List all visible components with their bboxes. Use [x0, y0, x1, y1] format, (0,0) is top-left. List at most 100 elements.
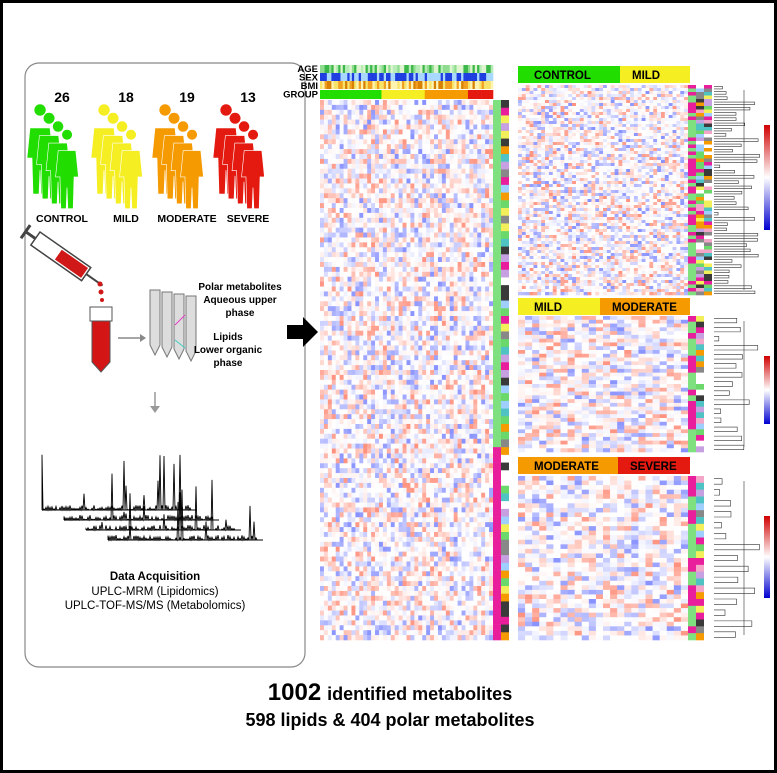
heatmap-cell	[340, 188, 344, 193]
heatmap-cell	[450, 223, 454, 228]
heatmap-cell	[395, 149, 399, 154]
heatmap-cell	[469, 429, 473, 434]
heatmap-cell	[446, 566, 450, 571]
heatmap-cell	[340, 375, 344, 380]
heatmap-cell	[438, 395, 442, 400]
heatmap-cell	[320, 439, 324, 444]
heatmap-cell	[481, 434, 485, 439]
heatmap-cell	[399, 532, 403, 537]
heatmap-cell	[363, 331, 367, 336]
heatmap-cell	[434, 149, 438, 154]
heatmap-cell	[379, 365, 383, 370]
group-cell	[386, 90, 389, 99]
heatmap-cell	[387, 404, 391, 409]
heatmap-cell	[348, 596, 352, 601]
heatmap-cell	[462, 179, 466, 184]
heatmap-cell	[383, 164, 387, 169]
heatmap-cell	[336, 282, 340, 287]
heatmap-cell	[320, 449, 324, 454]
heatmap-cell	[375, 434, 379, 439]
heatmap-cell	[355, 110, 359, 115]
heatmap-cell	[324, 601, 328, 606]
heatmap-cell	[375, 576, 379, 581]
heatmap-cell	[438, 149, 442, 154]
heatmap-cell	[473, 557, 477, 562]
heatmap-cell	[446, 522, 450, 527]
heatmap-cell	[438, 552, 442, 557]
heatmap-cell	[422, 105, 426, 110]
heatmap-cell	[414, 390, 418, 395]
heatmap-cell	[328, 453, 332, 458]
heatmap-cell	[320, 237, 324, 242]
heatmap-cell	[379, 395, 383, 400]
heatmap-cell	[332, 444, 336, 449]
heatmap-cell	[469, 449, 473, 454]
heatmap-cell	[426, 277, 430, 282]
group-cell	[402, 90, 405, 99]
heatmap-cell	[348, 115, 352, 120]
heatmap-cell	[418, 228, 422, 233]
heatmap-cell	[450, 370, 454, 375]
heatmap-cell	[348, 498, 352, 503]
heatmap-cell	[340, 566, 344, 571]
heatmap-cell	[371, 326, 375, 331]
heatmap-cell	[465, 404, 469, 409]
heatmap-cell	[328, 144, 332, 149]
heatmap-cell	[465, 537, 469, 542]
heatmap-cell	[395, 463, 399, 468]
heatmap-cell	[359, 183, 363, 188]
group-cell	[331, 90, 334, 99]
heatmap-cell	[418, 409, 422, 414]
heatmap-cell	[418, 355, 422, 360]
heatmap-cell	[371, 144, 375, 149]
heatmap-cell	[379, 321, 383, 326]
heatmap-cell	[403, 233, 407, 238]
heatmap-cell	[410, 581, 414, 586]
heatmap-cell	[414, 144, 418, 149]
heatmap-cell	[458, 306, 462, 311]
heatmap-cell	[434, 120, 438, 125]
heatmap-cell	[351, 262, 355, 267]
heatmap-cell	[379, 483, 383, 488]
heatmap-cell	[395, 552, 399, 557]
heatmap-cell	[371, 262, 375, 267]
heatmap-cell	[340, 242, 344, 247]
heatmap-cell	[426, 355, 430, 360]
heatmap-cell	[430, 576, 434, 581]
heatmap-cell	[414, 154, 418, 159]
heatmap-cell	[454, 228, 458, 233]
heatmap-cell	[481, 458, 485, 463]
heatmap-cell	[434, 350, 438, 355]
heatmap-cell	[434, 601, 438, 606]
bmi-cell	[429, 81, 432, 89]
heatmap-cell	[375, 453, 379, 458]
heatmap-cell	[379, 385, 383, 390]
heatmap-cell	[399, 419, 403, 424]
heatmap-cell	[454, 272, 458, 277]
sex-cell	[352, 73, 355, 81]
heatmap-cell	[434, 169, 438, 174]
heatmap-cell	[407, 282, 411, 287]
heatmap-cell	[473, 414, 477, 419]
heatmap-cell	[403, 291, 407, 296]
heatmap-cell	[395, 527, 399, 532]
heatmap-cell	[403, 547, 407, 552]
heatmap-cell	[422, 385, 426, 390]
heatmap-cell	[375, 419, 379, 424]
heatmap-cell	[438, 179, 442, 184]
heatmap-cell	[336, 257, 340, 262]
heatmap-cell	[434, 478, 438, 483]
heatmap-cell	[477, 149, 481, 154]
heatmap-cell	[430, 606, 434, 611]
heatmap-cell	[348, 296, 352, 301]
heatmap-cell	[485, 429, 489, 434]
heatmap-cell	[348, 233, 352, 238]
heatmap-cell	[387, 424, 391, 429]
heatmap-cell	[442, 611, 446, 616]
heatmap-cell	[410, 223, 414, 228]
heatmap-cell	[465, 498, 469, 503]
group-cell	[484, 90, 487, 99]
sex-cell	[477, 73, 480, 81]
heatmap-cell	[328, 591, 332, 596]
heatmap-cell	[399, 429, 403, 434]
